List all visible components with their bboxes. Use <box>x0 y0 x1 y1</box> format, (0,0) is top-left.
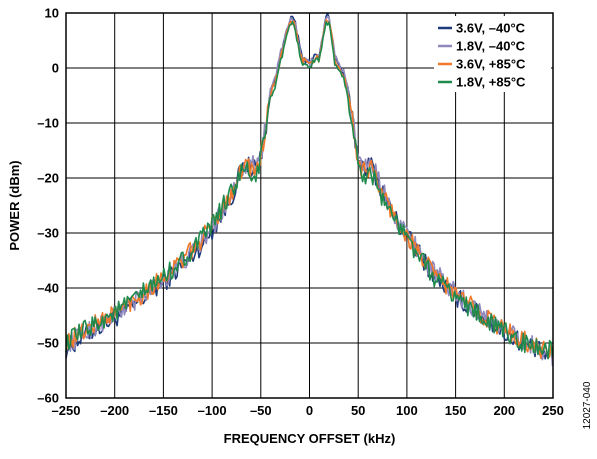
y-tick-label: –30 <box>37 226 59 241</box>
legend-label: 1.8V, +85°C <box>456 75 526 90</box>
y-axis-title: POWER (dBm) <box>7 160 22 250</box>
x-tick-label: 250 <box>542 403 564 418</box>
x-tick-label: –50 <box>250 403 272 418</box>
legend-label: 3.6V, –40°C <box>456 21 526 36</box>
y-tick-label: –40 <box>37 281 59 296</box>
x-tick-label: 200 <box>493 403 515 418</box>
x-tick-label: 100 <box>396 403 418 418</box>
y-tick-label: 0 <box>52 61 59 76</box>
series-group <box>65 12 554 367</box>
legend-label: 3.6V, +85°C <box>456 57 526 72</box>
x-tick-label: 0 <box>306 403 313 418</box>
x-axis-title: FREQUENCY OFFSET (kHz) <box>224 431 396 446</box>
x-tick-label: –200 <box>100 403 129 418</box>
legend-label: 1.8V, –40°C <box>456 39 526 54</box>
figure-id: 12027-040 <box>582 381 593 429</box>
plot-frame <box>65 12 554 399</box>
x-tick-label: –250 <box>52 403 81 418</box>
x-tick-label: 50 <box>351 403 365 418</box>
legend-box <box>434 16 551 92</box>
x-tick-label: 150 <box>445 403 467 418</box>
tick-labels: –250 –200 –150 –100 –50 0 50 100 150 200 250–60–50… <box>37 6 564 419</box>
x-tick-label: –100 <box>198 403 227 418</box>
y-tick-label: –60 <box>37 391 59 406</box>
y-tick-label: –10 <box>37 116 59 131</box>
x-tick-label: –150 <box>149 403 178 418</box>
legend: 3.6V, –40°C 1.8V, –40°C 3.6V, +85°C 1.8V, +… <box>434 16 551 92</box>
y-tick-label: –50 <box>37 336 59 351</box>
series-line <box>65 20 554 360</box>
y-tick-label: –20 <box>37 171 59 186</box>
y-tick-label: 10 <box>45 6 59 21</box>
